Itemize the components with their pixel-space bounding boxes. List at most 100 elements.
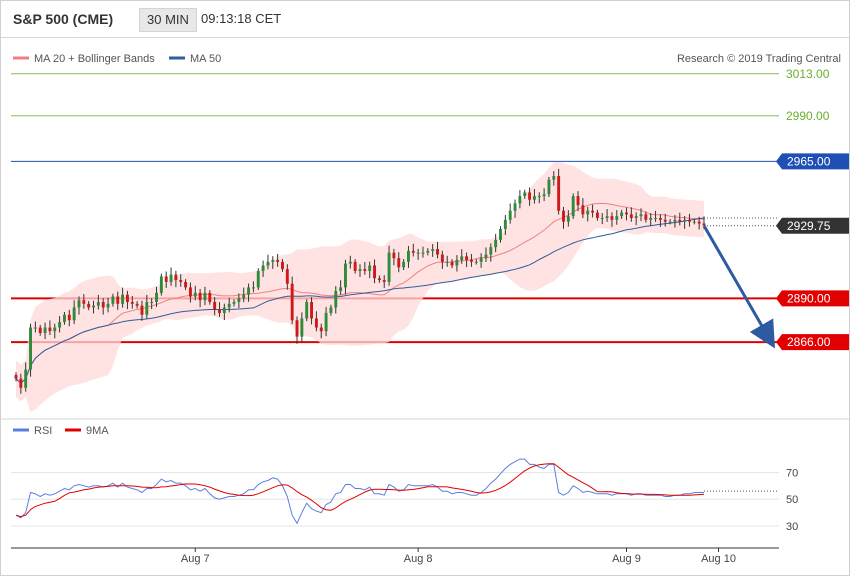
- candle-body: [542, 194, 546, 197]
- rsi-tick-label: 30: [786, 521, 798, 533]
- x-tick-label: Aug 10: [701, 553, 736, 565]
- candle-body: [62, 314, 66, 323]
- candle-body: [688, 219, 691, 222]
- ma50-legend-label: MA 50: [190, 53, 221, 65]
- candle-body: [620, 212, 624, 217]
- candle-body: [678, 219, 682, 222]
- candle-body: [222, 307, 226, 313]
- candle-body: [121, 294, 125, 304]
- candle-body: [145, 301, 149, 315]
- candle-body: [111, 296, 115, 304]
- candle-body: [353, 261, 357, 271]
- rsi-ma9-line: [15, 463, 705, 518]
- candle-body: [290, 283, 294, 321]
- candle-body: [251, 287, 255, 289]
- candle-body: [58, 322, 62, 328]
- candle-body: [411, 250, 415, 253]
- candle-body: [499, 228, 502, 240]
- candle-body: [377, 278, 381, 281]
- candle-body: [634, 216, 638, 219]
- candle-body: [465, 256, 469, 260]
- candle-body: [692, 221, 696, 223]
- candle-body: [334, 291, 338, 308]
- candle-body: [203, 292, 207, 301]
- candle-body: [339, 287, 343, 292]
- candle-body: [363, 269, 367, 271]
- candle-body: [595, 212, 599, 219]
- level-label: 3013.00: [786, 67, 830, 81]
- candle-body: [198, 292, 202, 301]
- candle-body: [518, 196, 522, 204]
- candle-body: [426, 250, 430, 253]
- candle-body: [218, 309, 221, 313]
- candle-body: [87, 303, 91, 308]
- candle-body: [625, 212, 628, 215]
- candle-body: [368, 265, 372, 271]
- forecast-arrow: [702, 225, 776, 349]
- level-badge: [776, 153, 849, 170]
- candle-body: [48, 327, 52, 332]
- candle-body: [174, 274, 178, 281]
- candle-body: [436, 249, 439, 255]
- candle-body: [266, 261, 270, 266]
- candle-body: [227, 303, 231, 308]
- level-badge: [776, 334, 849, 351]
- candle-body: [392, 252, 396, 259]
- candle-body: [155, 292, 158, 302]
- candle-body: [373, 265, 376, 279]
- candle-body: [445, 261, 449, 263]
- timeframe-selector[interactable]: 30 MIN: [139, 8, 197, 32]
- candle-body: [566, 216, 570, 222]
- ma20-line: [15, 202, 705, 384]
- candle-body: [135, 303, 139, 306]
- level-label: 2990.00: [786, 109, 830, 123]
- candle-body: [523, 192, 527, 197]
- candle-body: [382, 280, 386, 282]
- copyright-text: Research © 2019 Trading Central: [677, 53, 841, 65]
- candle-body: [455, 259, 459, 266]
- candle-body: [654, 218, 658, 220]
- candle-body: [150, 301, 154, 303]
- candle-body: [247, 287, 251, 295]
- candle-body: [629, 214, 633, 219]
- candle-body: [281, 261, 284, 270]
- rsi-legend-label: RSI: [34, 425, 52, 437]
- chart-header: S&P 500 (CME) 30 MIN 09:13:18 CET: [1, 1, 849, 38]
- rsi-tick-label: 70: [786, 467, 798, 479]
- candle-body: [431, 249, 435, 251]
- candle-body: [610, 216, 614, 220]
- candle-body: [406, 250, 410, 262]
- candle-body: [615, 216, 619, 220]
- level-badge: [776, 290, 849, 307]
- rsi-line: [15, 458, 704, 525]
- candle-body: [140, 305, 144, 315]
- candle-body: [668, 221, 672, 223]
- candle-body: [106, 303, 110, 308]
- candle-body: [319, 327, 323, 332]
- candle-body: [402, 261, 406, 268]
- candle-body: [43, 327, 47, 334]
- candle-body: [101, 301, 105, 308]
- candle-body: [586, 210, 590, 215]
- candle-body: [639, 214, 643, 217]
- candle-body: [683, 219, 687, 222]
- candle-body: [242, 294, 246, 299]
- candle-body: [96, 301, 100, 306]
- ma50-line: [15, 217, 705, 384]
- candle-body: [329, 307, 333, 313]
- candle-body: [324, 312, 328, 332]
- candle-body: [663, 219, 667, 222]
- candle-body: [19, 378, 23, 388]
- level-label: 2866.00: [787, 335, 831, 349]
- bollinger-band: [16, 161, 704, 412]
- candle-body: [503, 219, 507, 229]
- candle-body: [644, 214, 648, 220]
- candle-body: [305, 301, 309, 319]
- candle-body: [213, 301, 217, 310]
- candle-body: [159, 276, 163, 293]
- candle-body: [116, 296, 120, 304]
- candle-body: [532, 196, 536, 200]
- last-price-badge: [776, 217, 849, 234]
